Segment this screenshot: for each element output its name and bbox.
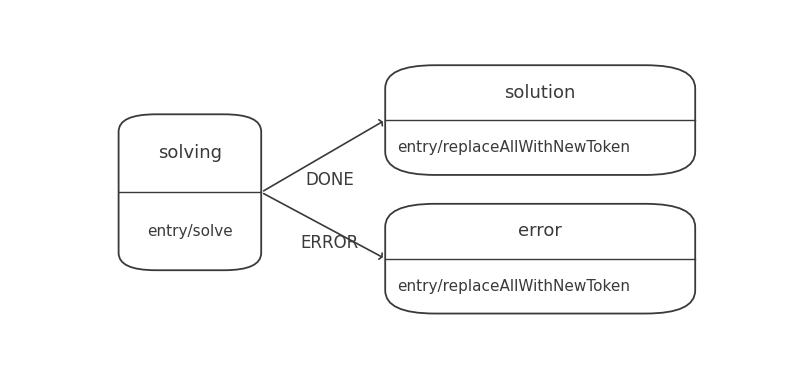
Text: solution: solution [505,84,576,102]
FancyBboxPatch shape [386,65,695,175]
FancyBboxPatch shape [118,114,262,270]
FancyBboxPatch shape [386,204,695,314]
Text: ERROR: ERROR [300,234,358,252]
Text: entry/replaceAllWithNewToken: entry/replaceAllWithNewToken [398,140,630,155]
Text: error: error [518,222,562,240]
Text: solving: solving [158,144,222,162]
Text: DONE: DONE [305,171,354,189]
Text: entry/replaceAllWithNewToken: entry/replaceAllWithNewToken [398,279,630,294]
Text: entry/solve: entry/solve [147,224,233,239]
